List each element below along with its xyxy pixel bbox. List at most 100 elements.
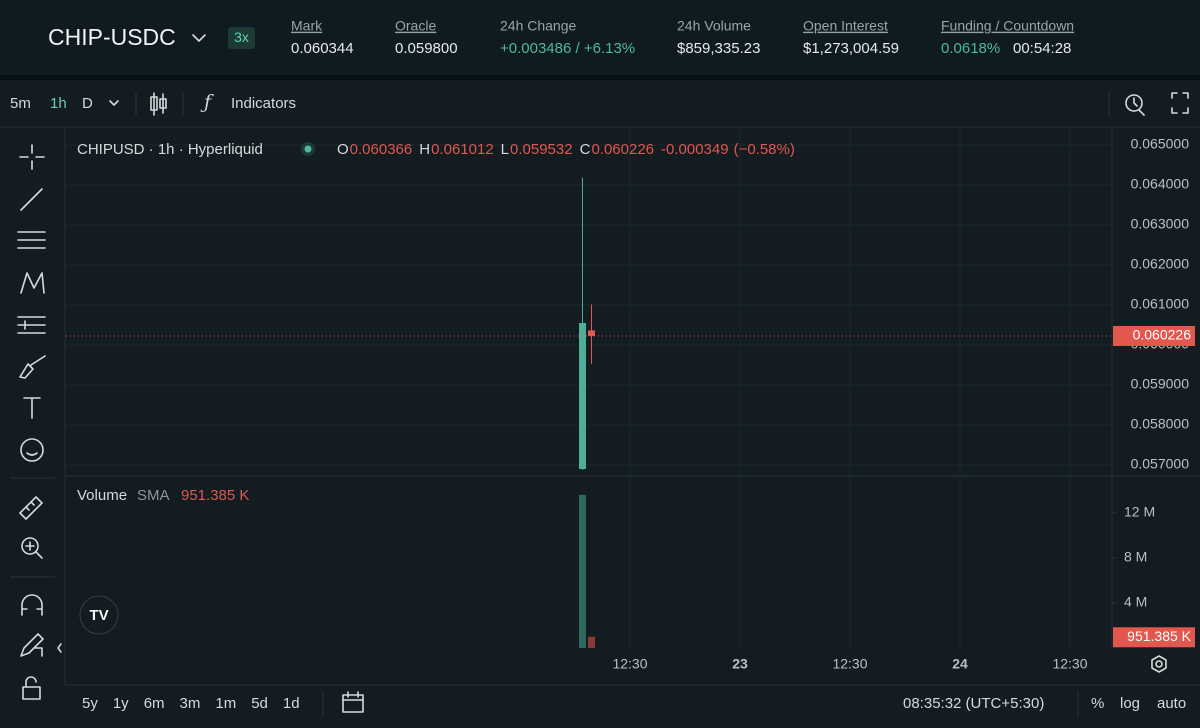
sma-tag-bg <box>1113 627 1195 648</box>
chart-type-icon[interactable] <box>150 92 167 116</box>
stat-value: +0.003486 / +6.13% <box>500 40 635 57</box>
stat-value: $859,335.23 <box>677 40 760 57</box>
magnet-tool[interactable] <box>21 594 43 616</box>
y-tick-label: 0.065000 <box>1131 136 1190 152</box>
percent-toggle[interactable]: % <box>1091 695 1104 712</box>
zoom-tool[interactable] <box>21 537 39 555</box>
y-tick-label: 0.062000 <box>1131 256 1190 272</box>
ohlc-value: 0.060226 <box>591 141 654 158</box>
volume-bar <box>588 636 595 648</box>
stat-label: Open Interest <box>803 18 888 34</box>
tv-logo-mark[interactable]: TV <box>89 607 108 624</box>
text-tool[interactable] <box>23 397 41 419</box>
y-tick-label: 0.057000 <box>1131 456 1190 472</box>
range-button[interactable]: 5y <box>82 695 98 712</box>
candle-body <box>588 330 595 336</box>
y-tick-label: 0.058000 <box>1131 416 1190 432</box>
log-toggle[interactable]: log <box>1120 695 1140 712</box>
marks: 951.385 K 0.060226 <box>66 177 1195 648</box>
indicators-button[interactable]: Indicators <box>231 95 296 112</box>
ruler-tool[interactable] <box>19 496 43 520</box>
x-tick-label: 24 <box>952 656 968 672</box>
ohlc-value: 0.059532 <box>510 141 573 158</box>
range-button[interactable]: 1y <box>113 695 129 712</box>
pattern-tool[interactable] <box>20 272 45 294</box>
ohlc-key: H <box>419 141 430 158</box>
y-tick-label: 0.059000 <box>1131 376 1190 392</box>
stat-label: 24h Volume <box>677 18 751 34</box>
lock-shackle <box>25 676 37 688</box>
range-button[interactable]: 6m <box>144 695 165 712</box>
range-button[interactable]: 1m <box>215 695 236 712</box>
vol-tick-label: 8 M <box>1124 549 1147 565</box>
fx-icon[interactable]: ƒ <box>200 91 214 113</box>
ohlc-key: O <box>337 141 349 158</box>
replay-icon[interactable] <box>1125 94 1145 116</box>
candle-body <box>579 323 586 469</box>
last-price-tag: 0.060226 <box>1133 327 1192 343</box>
x-tick-label: 23 <box>732 656 748 672</box>
range-button[interactable]: 5d <box>251 695 268 712</box>
emoji-tool[interactable] <box>20 438 44 462</box>
drawing-tools <box>17 144 62 700</box>
ohlc-value: 0.061012 <box>431 141 494 158</box>
chart-title: CHIPUSD · 1h · Hyperliquid <box>77 141 263 158</box>
prediction-tool[interactable] <box>17 316 46 334</box>
fib-tool[interactable] <box>17 231 46 249</box>
lock-tool[interactable] <box>22 686 41 700</box>
leverage-badge[interactable] <box>228 27 255 49</box>
range-bar: 5y 1y 6m 3m 1m 5d 1d <box>82 695 300 712</box>
sma-label: SMA <box>137 487 170 504</box>
zoom-plus <box>25 541 43 559</box>
symbol[interactable]: CHIP-USDC <box>48 24 176 50</box>
goto-date-icon[interactable] <box>342 691 364 713</box>
range-button[interactable]: 1d <box>283 695 300 712</box>
stat-label: Mark <box>291 18 323 34</box>
stat-label: Oracle <box>395 18 436 34</box>
y-tick-label: 0.061000 <box>1131 296 1190 312</box>
range-button[interactable]: 3m <box>180 695 201 712</box>
interval[interactable]: 5m <box>10 95 31 112</box>
lock-draw-tool[interactable] <box>20 633 44 657</box>
clock: 08:35:32 (UTC+5:30) <box>903 695 1044 712</box>
header-bg <box>0 0 1200 75</box>
funding-label: Funding / Countdown <box>941 18 1074 34</box>
interval[interactable]: D <box>82 95 93 112</box>
interval-active[interactable]: 1h <box>50 95 67 112</box>
stat-label: 24h Change <box>500 18 577 34</box>
volume-bar <box>579 494 586 648</box>
trendline-tool[interactable] <box>20 188 43 211</box>
ohlc-value: 0.060366 <box>350 141 413 158</box>
tv-logo[interactable] <box>79 595 119 635</box>
stat-value: $1,273,004.59 <box>803 40 899 57</box>
separator <box>0 75 1200 80</box>
x-tick-label: 12:30 <box>1052 656 1087 672</box>
crosshair-tool[interactable] <box>19 144 45 170</box>
auto-toggle[interactable]: auto <box>1157 695 1186 712</box>
symbol-chevron[interactable] <box>192 34 206 42</box>
change-pct: (−0.58%) <box>734 141 795 158</box>
change: -0.000349 <box>661 141 729 158</box>
ohlc-key: L <box>501 141 509 158</box>
vol-tick-label: 4 M <box>1124 594 1147 610</box>
status-dot <box>304 145 312 153</box>
vol-tick-label: 12 M <box>1124 504 1155 520</box>
funding-rate: 0.0618% <box>941 40 1000 57</box>
interval-menu[interactable] <box>109 100 119 106</box>
stat-value: 0.060344 <box>291 40 354 57</box>
y-tick-label: 0.064000 <box>1131 176 1190 192</box>
y-tick-label: 0.063000 <box>1131 216 1190 232</box>
stat-value: 0.059800 <box>395 40 458 57</box>
brush-tool[interactable] <box>19 355 46 379</box>
fullscreen-icon[interactable] <box>1171 92 1189 114</box>
emoji-smile <box>26 452 38 456</box>
x-tick-label: 12:30 <box>612 656 647 672</box>
ohlc-legend: O 0.060366 H 0.061012 L 0.059532 C 0.060226 -0.0… <box>337 141 795 158</box>
ohlc-key: C <box>580 141 591 158</box>
collapse-arrow[interactable] <box>57 643 62 653</box>
volume-title: Volume <box>77 487 127 504</box>
sma-value: 951.385 K <box>181 487 249 504</box>
sma-tag: 951.385 K <box>1127 628 1191 644</box>
leverage[interactable]: 3x <box>234 29 249 45</box>
settings-icon[interactable] <box>1151 655 1167 673</box>
